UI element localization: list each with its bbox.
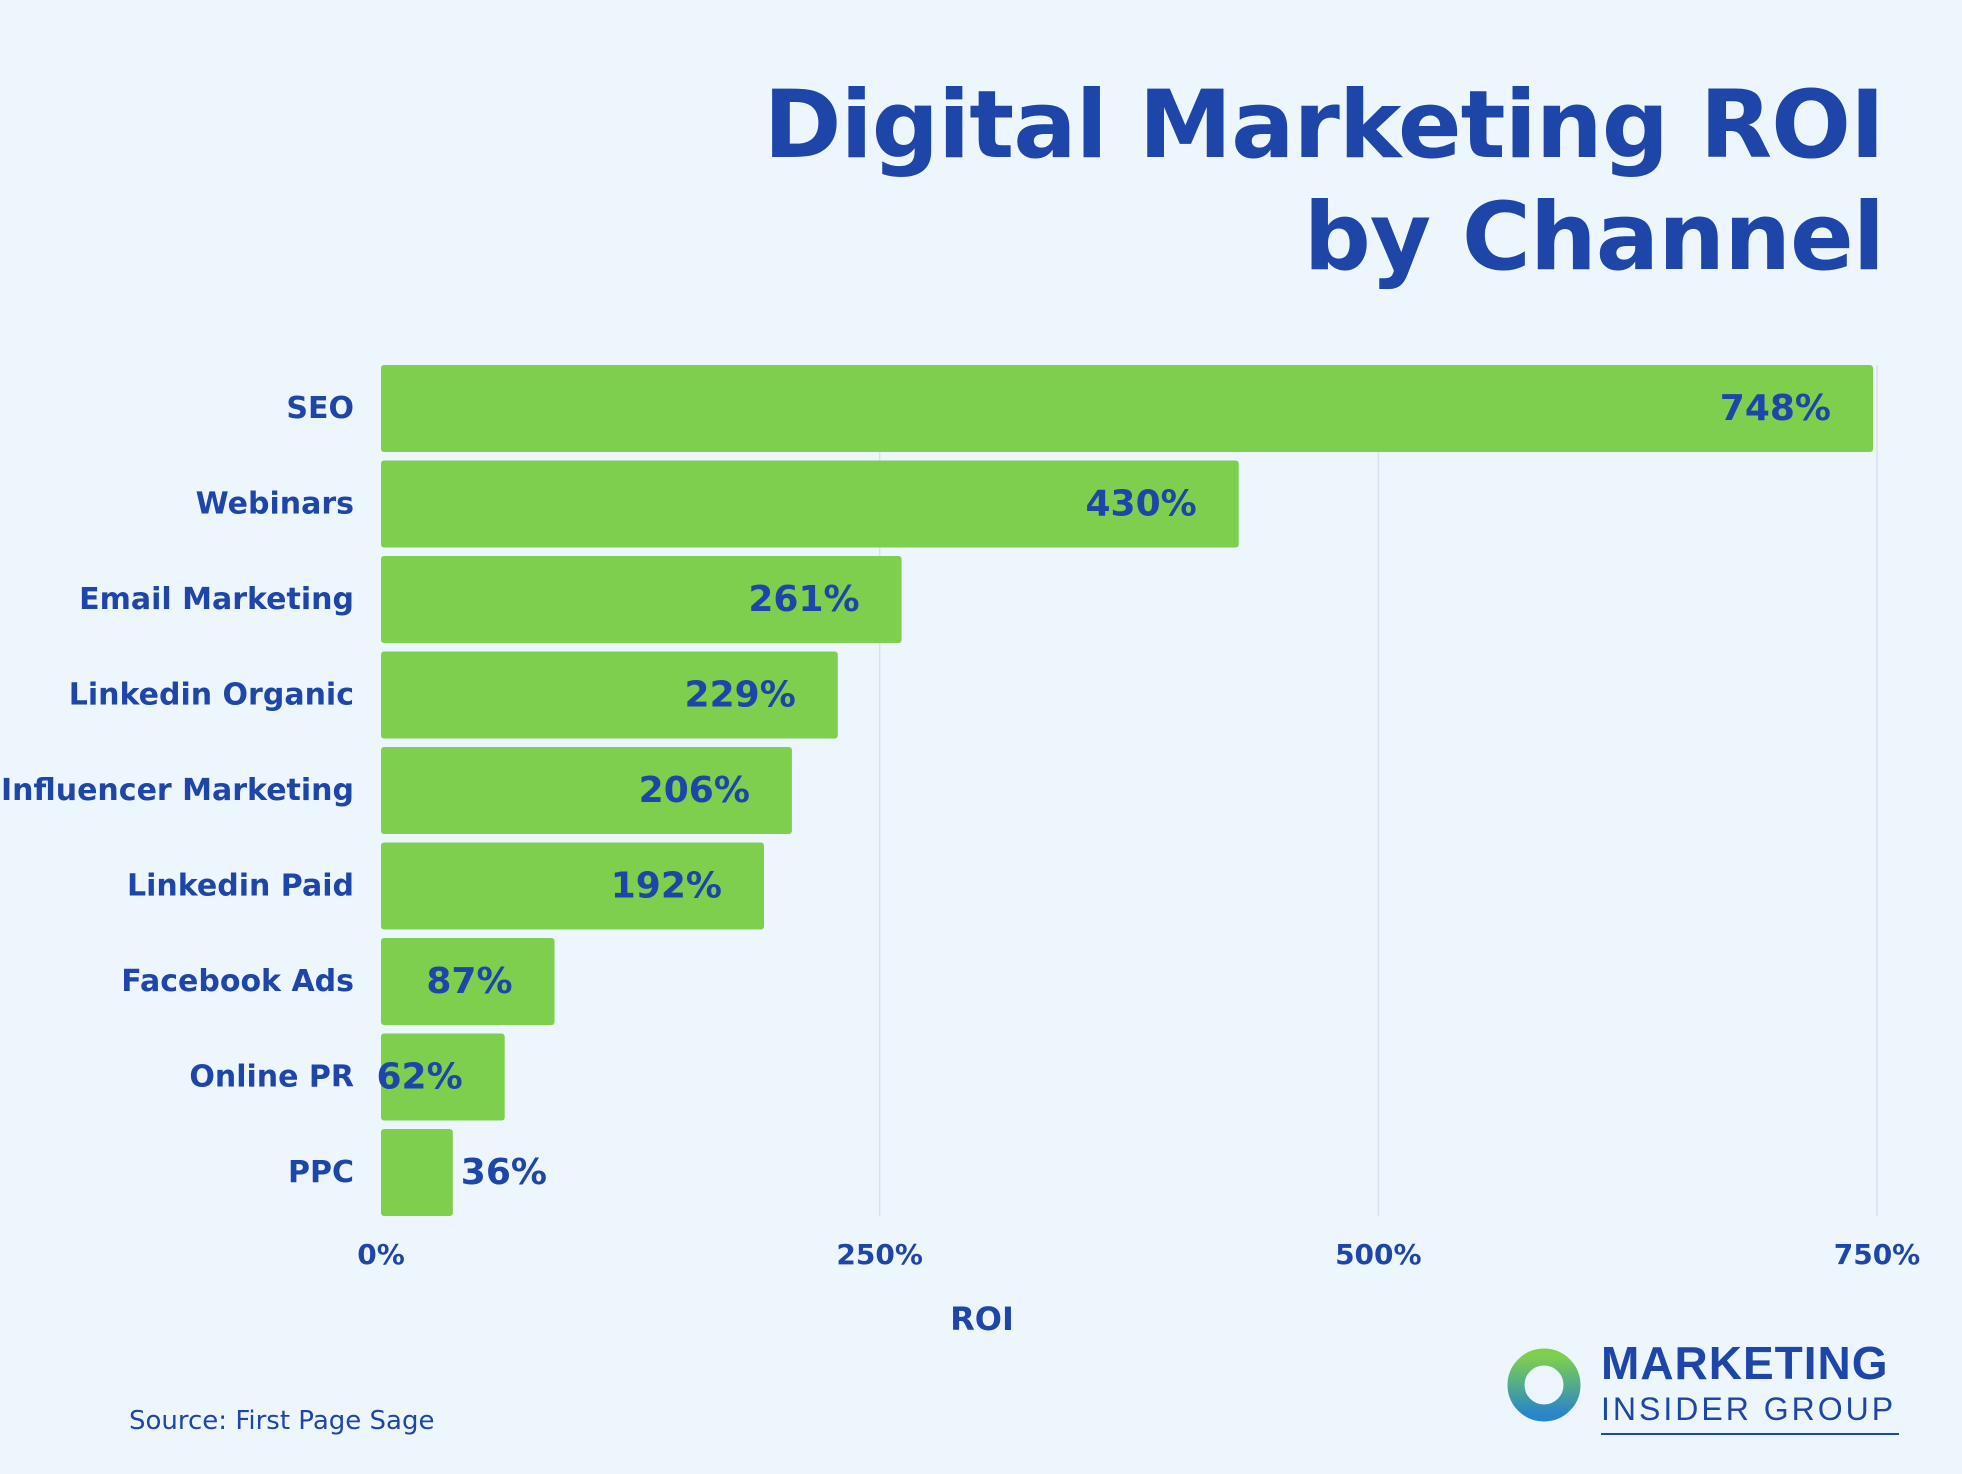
category-label: Online PR [189, 1060, 354, 1095]
x-axis-title: ROI [950, 1300, 1014, 1338]
value-label: 87% [426, 961, 512, 1002]
logo-text-secondary: INSIDER GROUP [1601, 1391, 1897, 1427]
x-tick-label: 0% [357, 1238, 405, 1271]
chart-title: Digital Marketing ROI by Channel [584, 70, 1886, 294]
value-label: 36% [461, 1152, 547, 1193]
bar-seo [381, 365, 1874, 452]
source-note: Source: First Page Sage [129, 1406, 435, 1436]
chart-title-line-2: by Channel [1303, 183, 1885, 292]
x-tick-label: 750% [1834, 1238, 1921, 1271]
value-label: 206% [639, 770, 750, 811]
value-label: 261% [748, 579, 859, 620]
bar-online-pr [381, 1033, 505, 1121]
logo-underline [1601, 1433, 1899, 1435]
value-label: 192% [611, 866, 722, 907]
chart-title-line-1: Digital Marketing ROI [763, 71, 1886, 180]
bar-influencer-marketing [381, 747, 792, 834]
value-label: 62% [376, 1057, 462, 1098]
bar-facebook-ads [381, 938, 555, 1025]
logo-text-primary: MARKETING [1601, 1337, 1889, 1389]
value-label: 430% [1085, 484, 1196, 525]
category-label: Influencer Marketing [1, 773, 354, 808]
brand-logo: MARKETING INSIDER GROUP [1505, 1336, 1905, 1446]
bar-ppc [381, 1129, 453, 1216]
value-label: 748% [1720, 388, 1831, 429]
category-label: Facebook Ads [121, 964, 354, 999]
category-label: Webinars [196, 487, 354, 522]
value-label: 229% [685, 675, 796, 716]
category-label: SEO [286, 391, 354, 426]
category-label: Email Marketing [79, 582, 354, 617]
bar-email-marketing [381, 556, 902, 643]
x-tick-label: 500% [1335, 1238, 1422, 1271]
bar-linkedin-organic [381, 651, 838, 739]
bar-webinars [381, 460, 1239, 548]
category-label: Linkedin Paid [127, 869, 354, 904]
category-label: Linkedin Organic [69, 678, 354, 713]
bar-layer [381, 365, 1874, 1216]
category-label: PPC [288, 1155, 354, 1190]
bar-linkedin-paid [381, 842, 764, 930]
ring-logo-icon [1507, 1348, 1581, 1422]
x-tick-label: 250% [836, 1238, 923, 1271]
label-layer: 0% 250% 500% 750% SEO 748% Webinars 430% Email M… [1, 388, 1920, 1271]
